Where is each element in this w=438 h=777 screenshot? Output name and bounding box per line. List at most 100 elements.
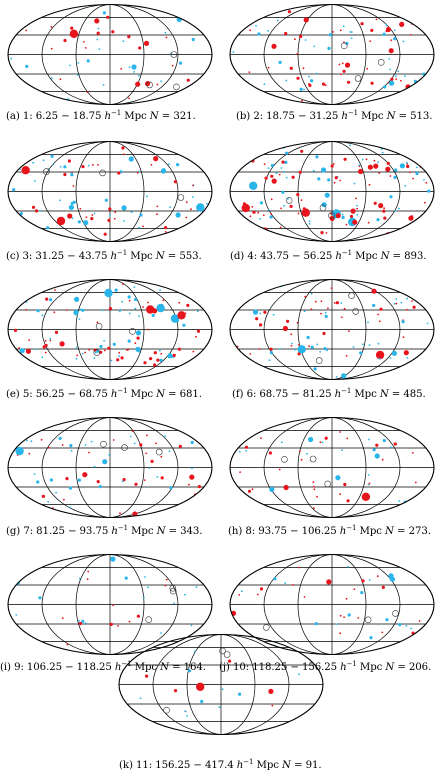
caption-index: 1: xyxy=(22,111,33,122)
galaxy-marker xyxy=(378,320,381,323)
galaxy-marker xyxy=(249,29,252,32)
galaxy-marker xyxy=(355,197,357,200)
galaxy-marker xyxy=(54,289,56,291)
galaxy-marker xyxy=(249,181,258,190)
galaxy-marker xyxy=(345,354,348,357)
galaxy-marker xyxy=(353,588,356,591)
galaxy-marker xyxy=(132,511,138,517)
galaxy-marker xyxy=(120,356,124,360)
galaxy-marker xyxy=(122,153,125,156)
galaxy-marker xyxy=(269,351,273,355)
galaxy-marker xyxy=(108,207,112,211)
galaxy-marker xyxy=(191,467,193,470)
galaxy-marker xyxy=(74,296,80,302)
caption-index: 9: xyxy=(14,662,24,673)
graticule xyxy=(230,417,434,518)
galaxy-marker xyxy=(316,343,319,346)
galaxy-marker xyxy=(406,357,409,359)
galaxy-marker xyxy=(59,341,65,347)
galaxy-marker xyxy=(114,288,118,292)
galaxy-marker xyxy=(45,297,49,301)
galaxy-marker xyxy=(114,211,117,214)
galaxy-marker xyxy=(21,166,30,175)
galaxy-marker xyxy=(241,203,250,213)
galaxy-marker xyxy=(66,309,68,311)
open-marker xyxy=(121,444,128,451)
galaxy-marker xyxy=(96,480,100,484)
galaxy-marker xyxy=(321,441,324,444)
galaxy-marker xyxy=(84,47,87,49)
sky-outline xyxy=(7,3,213,106)
galaxy-marker xyxy=(29,87,31,90)
unit-h: h xyxy=(110,251,118,262)
galaxy-marker xyxy=(289,66,293,70)
galaxy-marker xyxy=(73,310,79,316)
galaxy-marker xyxy=(421,356,424,359)
galaxy-marker xyxy=(145,674,149,678)
galaxy-marker xyxy=(44,351,47,354)
galaxy-marker xyxy=(16,354,19,357)
count-label: N = xyxy=(149,111,171,122)
galaxy-marker xyxy=(323,347,327,351)
galaxy-marker xyxy=(143,596,145,599)
galaxy-marker xyxy=(111,30,115,34)
galaxy-marker xyxy=(382,439,386,443)
count-label: N = xyxy=(282,760,303,771)
galaxy-marker xyxy=(117,171,121,175)
galaxy-marker xyxy=(178,61,183,65)
galaxy-marker xyxy=(416,166,418,169)
galaxy-marker xyxy=(86,578,89,580)
galaxy-marker xyxy=(390,77,394,81)
galaxy-marker xyxy=(139,697,142,699)
open-marker xyxy=(100,440,107,448)
unit-exponent: −1 xyxy=(117,524,128,532)
galaxy-marker xyxy=(202,164,206,168)
galaxy-marker xyxy=(61,617,64,620)
galaxy-marker xyxy=(345,41,349,46)
galaxy-marker xyxy=(284,375,286,378)
graticule xyxy=(8,141,212,242)
galaxy-marker xyxy=(284,31,288,36)
galaxy-marker xyxy=(93,465,96,468)
caption-range: 68.75 − 81.25 xyxy=(259,389,332,400)
open-marker xyxy=(155,448,163,456)
galaxy-marker xyxy=(192,184,194,187)
galaxy-marker xyxy=(156,303,165,313)
galaxy-marker xyxy=(399,21,405,27)
galaxy-marker xyxy=(238,450,241,453)
galaxy-marker xyxy=(278,60,282,64)
unit-exponent: −1 xyxy=(117,249,128,257)
galaxy-marker xyxy=(86,59,90,63)
galaxy-marker xyxy=(25,308,28,311)
galaxy-marker xyxy=(326,349,328,352)
caption-panel-b: (b) 2: 18.75 − 31.25 h−1 Mpc N = 513. xyxy=(236,110,433,123)
galaxy-marker xyxy=(19,212,23,216)
galaxy-marker xyxy=(366,67,369,70)
galaxy-marker xyxy=(194,650,196,653)
galaxy-marker xyxy=(156,358,160,362)
galaxy-marker xyxy=(286,319,290,323)
open-marker xyxy=(170,51,178,58)
galaxy-marker xyxy=(27,156,30,159)
galaxy-marker xyxy=(47,500,49,503)
galaxy-marker xyxy=(165,36,168,39)
galaxy-marker xyxy=(78,318,81,320)
galaxy-marker xyxy=(33,473,36,475)
galaxy-marker xyxy=(66,643,69,646)
galaxy-marker xyxy=(122,478,126,482)
galaxy-marker xyxy=(138,170,141,173)
galaxy-marker xyxy=(77,62,80,64)
galaxy-marker xyxy=(25,64,29,68)
galaxy-marker xyxy=(267,66,270,69)
galaxy-marker xyxy=(330,164,334,168)
galaxy-marker xyxy=(142,306,145,308)
galaxy-marker xyxy=(390,39,393,42)
galaxy-marker xyxy=(184,312,187,315)
galaxy-marker xyxy=(67,213,73,219)
galaxy-marker xyxy=(160,632,162,634)
galaxy-marker xyxy=(153,351,157,355)
galaxy-marker xyxy=(298,566,301,569)
open-marker xyxy=(146,81,153,89)
galaxy-marker xyxy=(245,449,247,452)
galaxy-marker xyxy=(345,597,348,600)
